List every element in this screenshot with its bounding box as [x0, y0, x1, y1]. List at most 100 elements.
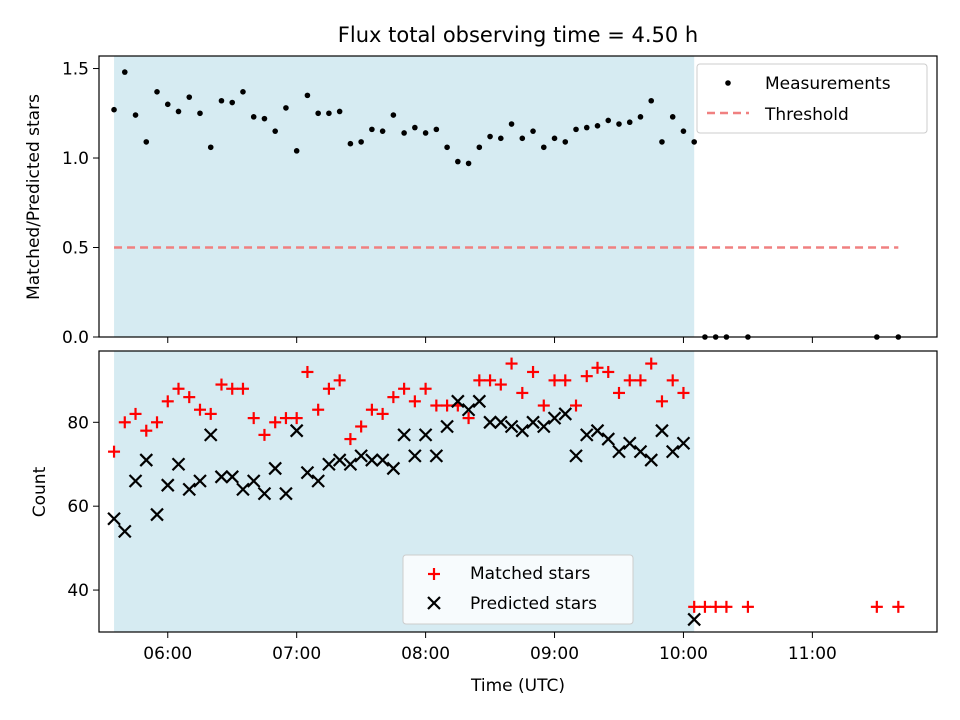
- matched-star-point: [537, 399, 550, 412]
- measurement-point: [573, 126, 579, 133]
- predicted-star-point: [687, 612, 701, 627]
- measurements-legend-marker: [725, 80, 731, 86]
- top-y-axis-label: Matched/Predicted stars: [24, 94, 44, 300]
- measurement-point: [605, 117, 612, 124]
- matched-star-point: [870, 600, 883, 613]
- measurement-point: [379, 128, 386, 134]
- measurement-point: [347, 140, 354, 147]
- bottom-panel: 40 60 80 06:00 07:00 08:00 09:00 10:00 11:00 Co…: [30, 350, 938, 696]
- matched-star-point: [290, 412, 303, 425]
- predicted-star-point: [547, 411, 562, 425]
- bottom-legend-box: [402, 554, 634, 625]
- measurement-point: [487, 133, 493, 140]
- predicted-star-point: [526, 415, 540, 430]
- measurement-point: [164, 101, 171, 108]
- matched-star-point: [376, 407, 389, 420]
- matched-star-point: [279, 412, 292, 425]
- top-panel: 0.0 0.5 1.0 1.5 Matched/Predicted stars Mea…: [24, 55, 938, 348]
- matched-star-point: [645, 357, 658, 370]
- measurement-point: [186, 94, 193, 100]
- measurement-point: [594, 123, 601, 129]
- predicted-star-point: [472, 394, 487, 409]
- predicted-star-point: [354, 449, 368, 463]
- measurement-point: [530, 128, 536, 134]
- matched-star-point: [355, 420, 368, 433]
- matched-star-point: [172, 382, 185, 395]
- measurement-point: [637, 114, 644, 120]
- predicted-star-point: [332, 453, 347, 467]
- matched-star-point: [151, 416, 164, 429]
- matched-star-point: [118, 416, 131, 429]
- measurement-point: [519, 135, 526, 142]
- predicted-star-point: [171, 457, 186, 472]
- matched-star-point: [741, 600, 754, 613]
- x-tick-label: 10:00: [659, 644, 708, 664]
- measurement-point: [250, 114, 257, 120]
- predicted-star-point: [461, 402, 476, 417]
- predicted-star-point: [236, 482, 250, 497]
- measurement-point: [132, 112, 139, 118]
- matched-star-point: [247, 412, 260, 425]
- measurement-point: [390, 112, 397, 118]
- matched-star-point: [677, 386, 690, 399]
- matched-legend-label: Matched stars: [470, 564, 590, 584]
- matched-star-point: [312, 403, 325, 416]
- predicted-star-point: [160, 478, 175, 492]
- matched-star-point: [344, 433, 357, 446]
- predicted-star-point: [300, 465, 315, 480]
- x-tick-label: 06:00: [143, 644, 192, 664]
- measurement-point: [412, 124, 418, 131]
- predicted-star-point: [655, 423, 669, 438]
- matched-star-point: [419, 382, 432, 395]
- matched-star-point: [892, 600, 905, 613]
- matched-star-point: [269, 416, 282, 429]
- measurement-point: [691, 139, 697, 145]
- top-legend: Measurements Threshold: [696, 63, 928, 134]
- measurement-point: [358, 139, 364, 145]
- matched-star-point: [236, 382, 249, 395]
- chart-title: Flux total observing time = 4.50 h: [338, 23, 698, 47]
- matched-star-point: [548, 374, 561, 387]
- measurement-point: [669, 114, 676, 120]
- measurement-point: [261, 115, 268, 122]
- matched-star-point: [591, 361, 604, 374]
- predicted-star-point: [397, 428, 411, 442]
- matched-star-point: [398, 382, 411, 395]
- predicted-star-point: [203, 428, 218, 442]
- measurement-point: [401, 130, 407, 136]
- measurement-point: [218, 97, 225, 104]
- y-tick-label: 1.0: [62, 149, 89, 169]
- predicted-star-point: [408, 449, 422, 463]
- measurement-point: [154, 88, 160, 95]
- matched-star-point: [408, 395, 421, 408]
- predicted-star-point: [193, 474, 207, 488]
- matched-star-point: [570, 399, 583, 412]
- predicted-star-point: [279, 486, 293, 501]
- matched-star-point: [193, 403, 206, 416]
- predicted-star-point: [440, 419, 454, 434]
- predicted-star-point: [558, 407, 573, 421]
- matched-star-point: [333, 374, 346, 387]
- top-legend-box: [696, 63, 928, 134]
- measurement-point: [326, 110, 332, 117]
- measurement-point: [229, 99, 236, 106]
- predicted-star-point: [322, 457, 336, 472]
- predicted-star-point: [150, 507, 164, 522]
- predicted-star-point: [579, 428, 594, 442]
- predicted-star-point: [268, 461, 282, 476]
- matched-star-point: [505, 357, 518, 370]
- measurement-point: [626, 119, 633, 126]
- bottom-x-axis: 06:00 07:00 08:00 09:00 10:00 11:00: [143, 632, 837, 664]
- predicted-star-point: [665, 444, 680, 459]
- measurement-point: [540, 144, 547, 151]
- y-tick-label: 40: [67, 581, 89, 601]
- predicted-star-point: [601, 432, 616, 446]
- observing-window-shade-top: [114, 56, 695, 337]
- matched-star-point: [473, 374, 486, 387]
- measurement-point: [272, 128, 278, 134]
- measurement-point: [369, 126, 375, 133]
- matched-star-point: [226, 382, 239, 395]
- predicted-star-point: [515, 423, 530, 438]
- predicted-stars-series: [107, 394, 701, 627]
